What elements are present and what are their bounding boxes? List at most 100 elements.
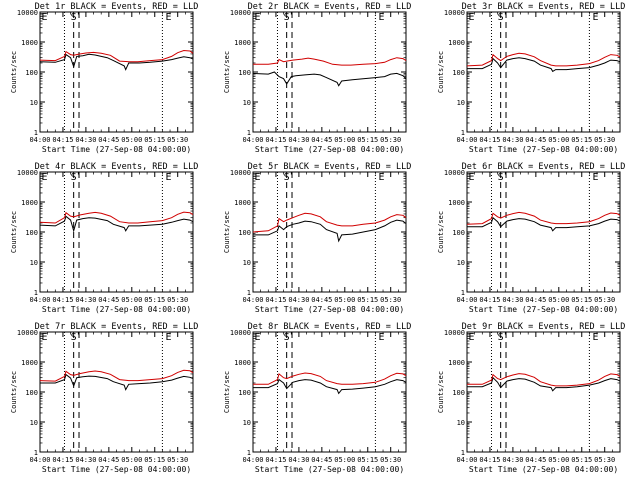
y-tick-label: 1 — [461, 449, 465, 457]
x-tick-label: 04:00 — [242, 136, 263, 144]
y-tick-label: 10 — [243, 99, 251, 107]
y-tick-label: 1000 — [234, 39, 251, 47]
x-tick-label: 05:00 — [548, 456, 569, 464]
x-axis-label: Start Time (27-Sep-08 04:00:00) — [469, 145, 618, 154]
plot-frame — [39, 11, 194, 133]
panel-title: Det 9r BLACK = Events, RED = LLD — [462, 322, 626, 332]
x-tick-label: 04:45 — [98, 136, 119, 144]
x-axis-label: Start Time (27-Sep-08 04:00:00) — [42, 145, 191, 154]
x-tick-label: 04:30 — [75, 456, 96, 464]
events-series-line — [39, 215, 194, 233]
panel-6: Det 6r BLACK = Events, RED = LLD 1 10 100 10… — [437, 162, 625, 314]
y-tick-label: 100 — [452, 69, 465, 77]
x-axis-label: Start Time (27-Sep-08 04:00:00) — [255, 465, 404, 474]
panel-title: Det 2r BLACK = Events, RED = LLD — [248, 2, 412, 12]
x-tick-label: 04:30 — [288, 296, 309, 304]
y-tick-label: 10 — [243, 259, 251, 267]
lld-series-line — [252, 212, 407, 233]
x-tick-label: 04:45 — [525, 296, 546, 304]
y-tick-label: 10000 — [444, 169, 465, 177]
region-label: E — [378, 172, 384, 183]
y-tick-label: 1000 — [21, 199, 38, 207]
panel-title: Det 7r BLACK = Events, RED = LLD — [35, 322, 199, 332]
x-tick-label: 04:15 — [265, 456, 286, 464]
x-tick-label: 05:15 — [571, 456, 592, 464]
y-tick-label: 10000 — [444, 9, 465, 17]
lld-series-line — [253, 372, 407, 385]
region-label: E — [42, 332, 48, 343]
y-tick-label: 100 — [452, 389, 465, 397]
region-label: E — [469, 172, 475, 183]
panel-title: Det 6r BLACK = Events, RED = LLD — [462, 162, 626, 172]
x-tick-label: 04:45 — [98, 296, 119, 304]
y-tick-label: 10 — [457, 259, 465, 267]
lld-series-line — [467, 373, 621, 387]
x-tick-label: 05:30 — [594, 136, 615, 144]
y-tick-label: 1 — [247, 129, 251, 137]
x-tick-label: 05:00 — [121, 296, 142, 304]
x-axis-label: Start Time (27-Sep-08 04:00:00) — [42, 305, 191, 314]
events-series-line — [252, 71, 407, 87]
events-series-line — [39, 53, 194, 71]
panel-title: Det 4r BLACK = Events, RED = LLD — [35, 162, 199, 172]
y-tick-label: 10 — [243, 419, 251, 427]
y-axis-label: Counts/sec — [437, 211, 445, 253]
x-tick-label: 04:15 — [265, 296, 286, 304]
x-tick-label: 05:00 — [334, 456, 355, 464]
y-tick-label: 10 — [457, 99, 465, 107]
y-tick-label: 10000 — [17, 169, 38, 177]
x-tick-label: 04:15 — [479, 136, 500, 144]
events-series-line — [253, 219, 407, 243]
y-tick-label: 10 — [30, 99, 38, 107]
x-tick-label: 04:45 — [525, 456, 546, 464]
x-tick-label: 04:15 — [265, 136, 286, 144]
x-tick-label: 04:45 — [525, 136, 546, 144]
x-tick-label: 04:15 — [52, 296, 73, 304]
plot-frame — [466, 11, 621, 133]
region-label: S — [498, 12, 504, 23]
region-label: E — [378, 12, 384, 23]
y-tick-label: 1 — [34, 129, 38, 137]
panel-7: Det 7r BLACK = Events, RED = LLD 1 10 100 10… — [10, 322, 198, 474]
y-axis-label: Counts/sec — [223, 371, 231, 413]
region-label: E — [592, 172, 598, 183]
region-label: E — [165, 172, 171, 183]
x-tick-label: 04:00 — [242, 296, 263, 304]
x-tick-label: 04:30 — [502, 136, 523, 144]
x-tick-label: 05:00 — [121, 136, 142, 144]
x-tick-label: 04:00 — [456, 456, 477, 464]
region-label: E — [592, 12, 598, 23]
region-label: S — [71, 332, 77, 343]
y-tick-label: 1000 — [448, 359, 465, 367]
x-tick-label: 04:00 — [456, 296, 477, 304]
y-tick-label: 1 — [461, 129, 465, 137]
x-tick-label: 05:30 — [167, 296, 188, 304]
events-series-line — [40, 373, 194, 391]
x-tick-label: 05:30 — [594, 296, 615, 304]
x-tick-label: 05:15 — [144, 136, 165, 144]
y-tick-label: 100 — [25, 69, 38, 77]
region-label: S — [498, 172, 504, 183]
lld-series-line — [39, 211, 194, 224]
region-label: E — [592, 332, 598, 343]
x-tick-label: 05:30 — [167, 456, 188, 464]
x-tick-label: 05:15 — [144, 456, 165, 464]
x-tick-label: 05:15 — [571, 136, 592, 144]
lld-series-line — [466, 211, 621, 225]
plot-frame — [39, 331, 194, 453]
lld-series-line — [466, 52, 621, 67]
y-tick-label: 100 — [238, 69, 251, 77]
region-label: E — [42, 12, 48, 23]
x-tick-label: 05:15 — [571, 296, 592, 304]
plot-frame — [39, 171, 194, 293]
y-tick-label: 1000 — [21, 359, 38, 367]
x-axis-label: Start Time (27-Sep-08 04:00:00) — [255, 305, 404, 314]
x-tick-label: 05:30 — [380, 296, 401, 304]
x-tick-label: 04:00 — [29, 296, 50, 304]
y-tick-label: 1000 — [21, 39, 38, 47]
x-tick-label: 05:00 — [334, 136, 355, 144]
panel-title: Det 3r BLACK = Events, RED = LLD — [462, 2, 626, 12]
region-label: S — [71, 12, 77, 23]
y-tick-label: 10 — [30, 259, 38, 267]
